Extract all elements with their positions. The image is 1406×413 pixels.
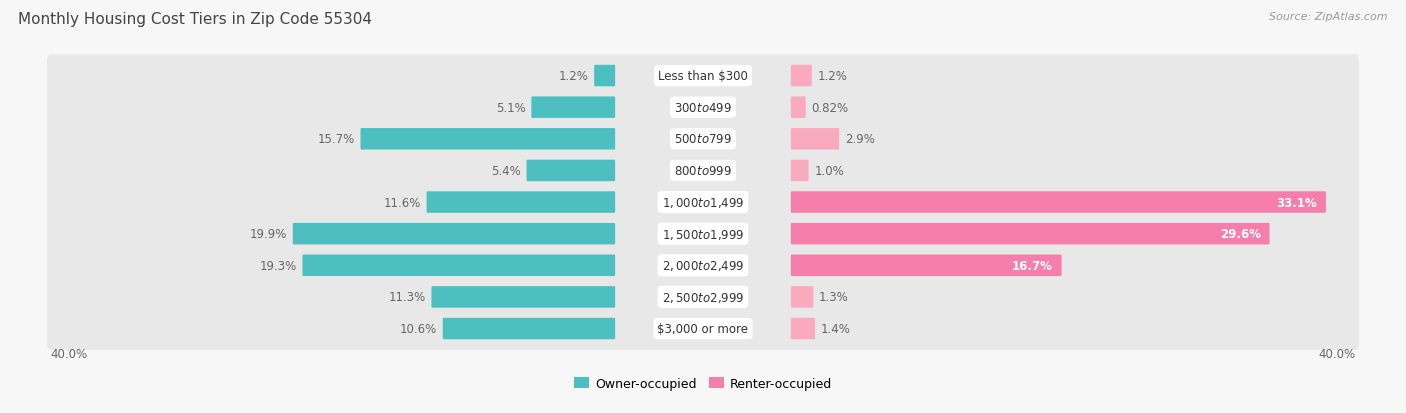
FancyBboxPatch shape [46, 276, 1360, 318]
Text: 19.9%: 19.9% [250, 228, 287, 241]
Text: 40.0%: 40.0% [51, 347, 87, 361]
FancyBboxPatch shape [46, 181, 1360, 224]
FancyBboxPatch shape [790, 318, 815, 339]
FancyBboxPatch shape [46, 308, 1360, 350]
FancyBboxPatch shape [46, 119, 1360, 161]
FancyBboxPatch shape [360, 129, 616, 150]
Text: 33.1%: 33.1% [1277, 196, 1317, 209]
Text: $1,000 to $1,499: $1,000 to $1,499 [662, 196, 744, 209]
Text: Source: ZipAtlas.com: Source: ZipAtlas.com [1270, 12, 1388, 22]
Text: 1.3%: 1.3% [820, 291, 849, 304]
Text: 40.0%: 40.0% [1319, 347, 1355, 361]
FancyBboxPatch shape [46, 87, 1360, 129]
Text: 1.4%: 1.4% [821, 322, 851, 335]
FancyBboxPatch shape [432, 287, 616, 308]
FancyBboxPatch shape [531, 97, 616, 119]
FancyBboxPatch shape [46, 244, 1360, 287]
FancyBboxPatch shape [526, 160, 616, 182]
Text: $2,000 to $2,499: $2,000 to $2,499 [662, 259, 744, 273]
Legend: Owner-occupied, Renter-occupied: Owner-occupied, Renter-occupied [568, 372, 838, 395]
FancyBboxPatch shape [790, 97, 806, 119]
Text: Monthly Housing Cost Tiers in Zip Code 55304: Monthly Housing Cost Tiers in Zip Code 5… [18, 12, 373, 27]
FancyBboxPatch shape [790, 223, 1270, 245]
Text: 5.1%: 5.1% [496, 102, 526, 114]
FancyBboxPatch shape [790, 287, 814, 308]
Text: $2,500 to $2,999: $2,500 to $2,999 [662, 290, 744, 304]
FancyBboxPatch shape [790, 129, 839, 150]
Text: 11.6%: 11.6% [384, 196, 420, 209]
FancyBboxPatch shape [790, 255, 1062, 276]
Text: 1.2%: 1.2% [558, 70, 589, 83]
Text: 19.3%: 19.3% [260, 259, 297, 272]
Text: 1.0%: 1.0% [814, 164, 844, 178]
Text: 11.3%: 11.3% [388, 291, 426, 304]
FancyBboxPatch shape [790, 192, 1326, 213]
Text: 10.6%: 10.6% [399, 322, 437, 335]
Text: 2.9%: 2.9% [845, 133, 875, 146]
FancyBboxPatch shape [302, 255, 616, 276]
FancyBboxPatch shape [443, 318, 616, 339]
Text: $800 to $999: $800 to $999 [673, 164, 733, 178]
FancyBboxPatch shape [46, 150, 1360, 192]
Text: $3,000 or more: $3,000 or more [658, 322, 748, 335]
Text: 0.82%: 0.82% [811, 102, 848, 114]
FancyBboxPatch shape [790, 66, 811, 87]
FancyBboxPatch shape [292, 223, 616, 245]
FancyBboxPatch shape [595, 66, 616, 87]
FancyBboxPatch shape [426, 192, 616, 213]
Text: $1,500 to $1,999: $1,500 to $1,999 [662, 227, 744, 241]
Text: Less than $300: Less than $300 [658, 70, 748, 83]
FancyBboxPatch shape [46, 55, 1360, 97]
Text: 29.6%: 29.6% [1219, 228, 1261, 241]
Text: 5.4%: 5.4% [491, 164, 520, 178]
Text: 15.7%: 15.7% [318, 133, 354, 146]
Text: $500 to $799: $500 to $799 [673, 133, 733, 146]
Text: $300 to $499: $300 to $499 [673, 102, 733, 114]
FancyBboxPatch shape [46, 213, 1360, 255]
Text: 16.7%: 16.7% [1012, 259, 1053, 272]
FancyBboxPatch shape [790, 160, 808, 182]
Text: 1.2%: 1.2% [817, 70, 848, 83]
